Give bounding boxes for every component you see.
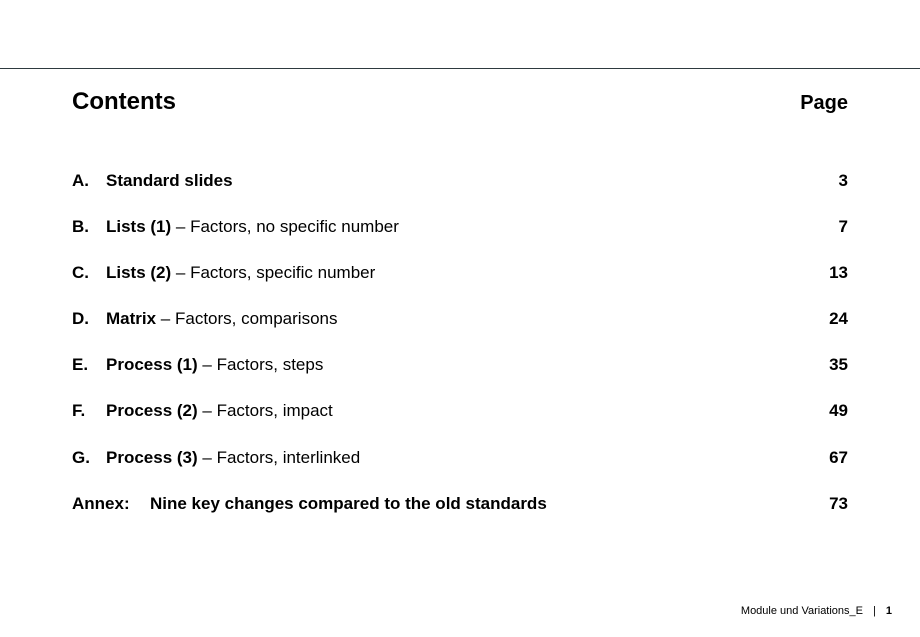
toc-label-desc: – Factors, impact (198, 401, 333, 420)
toc-annex-row: Annex: Nine key changes compared to the … (72, 493, 848, 515)
toc-page-number: 7 (788, 216, 848, 238)
toc-row: B. Lists (1) – Factors, no specific numb… (72, 216, 848, 238)
toc-page-number: 35 (788, 354, 848, 376)
toc-marker: D. (72, 308, 106, 330)
footer-doc-name: Module und Variations_E (741, 605, 863, 617)
page-column-header: Page (800, 92, 848, 115)
document-page: Contents Page A. Standard slides 3 B. Li… (0, 0, 920, 637)
toc-annex-marker: Annex: (72, 493, 150, 515)
toc-marker: E. (72, 354, 106, 376)
toc-row: G. Process (3) – Factors, interlinked 67 (72, 447, 848, 469)
toc-row: F. Process (2) – Factors, impact 49 (72, 400, 848, 422)
toc-label-bold: Matrix (106, 309, 156, 328)
footer-page-number: 1 (886, 605, 892, 617)
toc-label-desc: – Factors, specific number (171, 263, 375, 282)
header-rule (0, 68, 920, 69)
toc-label: Process (3) – Factors, interlinked (106, 447, 788, 469)
toc-marker: C. (72, 262, 106, 284)
toc-label-bold: Process (3) (106, 448, 198, 467)
toc-marker: B. (72, 216, 106, 238)
table-of-contents: A. Standard slides 3 B. Lists (1) – Fact… (72, 170, 848, 539)
toc-label-desc: – Factors, interlinked (198, 448, 361, 467)
toc-page-number: 67 (788, 447, 848, 469)
toc-page-number: 24 (788, 308, 848, 330)
toc-label: Process (1) – Factors, steps (106, 354, 788, 376)
toc-label-desc: – Factors, no specific number (171, 217, 399, 236)
toc-row: A. Standard slides 3 (72, 170, 848, 192)
toc-marker: F. (72, 400, 106, 422)
toc-label-bold: Lists (2) (106, 263, 171, 282)
toc-marker: A. (72, 170, 106, 192)
toc-annex-label: Nine key changes compared to the old sta… (150, 493, 788, 515)
contents-title: Contents (72, 88, 176, 116)
toc-label: Standard slides (106, 170, 788, 192)
toc-label-bold: Standard slides (106, 171, 233, 190)
header-row: Contents Page (72, 88, 848, 116)
page-footer: Module und Variations_E | 1 (741, 605, 892, 617)
toc-page-number: 73 (788, 493, 848, 515)
toc-label-bold: Lists (1) (106, 217, 171, 236)
toc-label: Lists (1) – Factors, no specific number (106, 216, 788, 238)
toc-row: E. Process (1) – Factors, steps 35 (72, 354, 848, 376)
toc-row: D. Matrix – Factors, comparisons 24 (72, 308, 848, 330)
toc-label-bold: Nine key changes compared to the old sta… (150, 494, 547, 513)
toc-page-number: 49 (788, 400, 848, 422)
toc-page-number: 3 (788, 170, 848, 192)
toc-page-number: 13 (788, 262, 848, 284)
toc-label-desc: – Factors, steps (198, 355, 324, 374)
toc-row: C. Lists (2) – Factors, specific number … (72, 262, 848, 284)
toc-label: Process (2) – Factors, impact (106, 400, 788, 422)
toc-label-bold: Process (1) (106, 355, 198, 374)
toc-label-desc: – Factors, comparisons (156, 309, 337, 328)
toc-label: Matrix – Factors, comparisons (106, 308, 788, 330)
footer-separator: | (873, 605, 876, 617)
toc-label: Lists (2) – Factors, specific number (106, 262, 788, 284)
toc-marker: G. (72, 447, 106, 469)
toc-label-bold: Process (2) (106, 401, 198, 420)
